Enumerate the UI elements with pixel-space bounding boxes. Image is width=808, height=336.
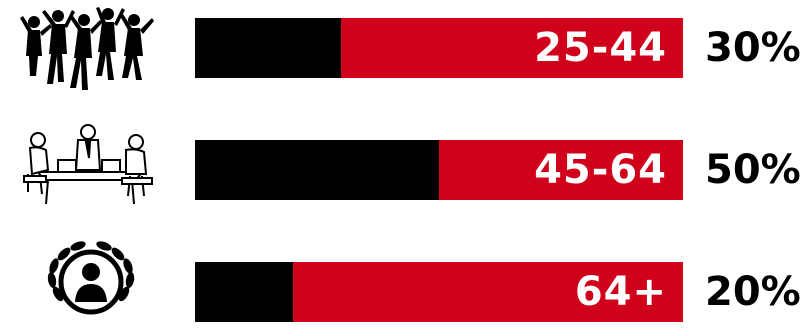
bar-category-label: 64+ xyxy=(574,269,667,315)
value-label: 20% xyxy=(705,269,801,315)
bar-fill xyxy=(195,262,293,322)
bar-fill xyxy=(195,140,439,200)
chart-row-64-plus: 64+ 20% xyxy=(0,241,808,332)
chart-row-45-64: 45-64 50% xyxy=(0,124,808,210)
chart-row-25-44: 25-44 30% xyxy=(0,4,808,90)
value-label: 30% xyxy=(705,25,801,71)
bar-25-44: 25-44 xyxy=(195,18,683,78)
bar-fill xyxy=(195,18,342,78)
bar-category-label: 45-64 xyxy=(534,147,667,193)
value-label: 50% xyxy=(705,147,801,193)
bar-category-label: 25-44 xyxy=(534,25,667,71)
bar-45-64: 45-64 xyxy=(195,140,683,200)
bar-64-plus: 64+ xyxy=(195,262,683,322)
office-meeting-icon xyxy=(18,120,158,212)
laurel-person-icon xyxy=(36,232,146,324)
jumping-crowd-icon xyxy=(18,4,158,96)
